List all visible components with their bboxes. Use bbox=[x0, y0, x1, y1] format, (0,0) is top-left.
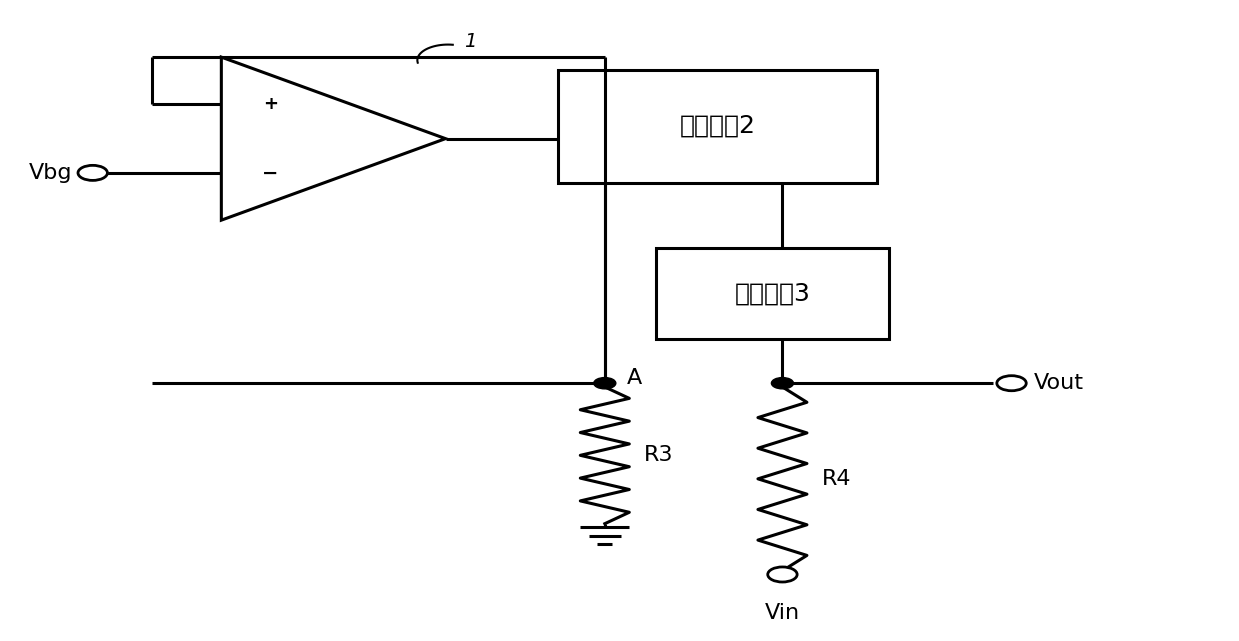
Circle shape bbox=[78, 165, 108, 180]
Text: A: A bbox=[627, 368, 642, 388]
Text: Vbg: Vbg bbox=[28, 163, 72, 183]
Text: 1: 1 bbox=[463, 32, 476, 51]
Text: +: + bbox=[263, 96, 278, 113]
Text: 镜像电路2: 镜像电路2 bbox=[679, 114, 756, 138]
Bar bbox=[657, 248, 890, 339]
Text: 使能开关3: 使能开关3 bbox=[735, 282, 810, 306]
Text: Vout: Vout bbox=[1033, 373, 1084, 393]
Circle shape bbox=[593, 378, 616, 389]
Text: −: − bbox=[263, 163, 279, 183]
Circle shape bbox=[772, 378, 793, 389]
Circle shape bbox=[768, 567, 797, 582]
Text: Vin: Vin bbox=[764, 603, 800, 622]
Circle shape bbox=[997, 376, 1026, 391]
Bar bbox=[559, 70, 877, 183]
Text: R3: R3 bbox=[644, 445, 674, 465]
Text: R4: R4 bbox=[821, 469, 851, 489]
